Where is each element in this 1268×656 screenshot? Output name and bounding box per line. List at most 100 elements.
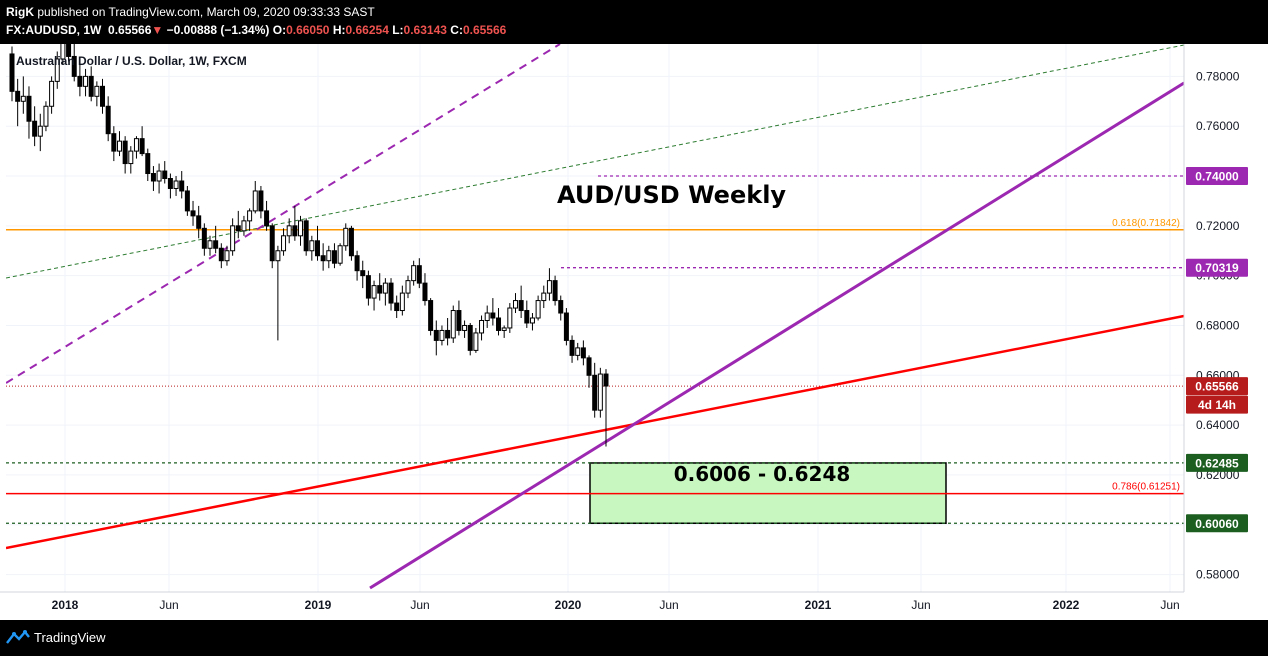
channel-line-thin bbox=[6, 44, 1184, 279]
candle-down bbox=[603, 373, 609, 387]
candle-up bbox=[439, 329, 445, 341]
time-tick-label: Jun bbox=[159, 598, 178, 612]
candle-up bbox=[309, 240, 315, 252]
candle-up bbox=[54, 58, 60, 82]
low-value: 0.63143 bbox=[403, 23, 447, 37]
candle-down bbox=[303, 220, 309, 252]
candle-up bbox=[484, 312, 490, 321]
candle-up bbox=[512, 300, 518, 309]
candle-down bbox=[360, 270, 366, 277]
candle-up bbox=[371, 285, 377, 299]
candle-up bbox=[286, 225, 292, 237]
fib-label: 0.618(0.71842) bbox=[1112, 218, 1180, 229]
candle-up bbox=[60, 44, 66, 60]
candle-up bbox=[83, 75, 89, 87]
price-tick-label: 0.72000 bbox=[1196, 219, 1240, 233]
candle-down bbox=[32, 120, 38, 137]
candle-down bbox=[213, 240, 219, 249]
channel-line-dashed bbox=[6, 44, 561, 384]
time-axis: 2018 Jun 2019 Jun 2020 Jun 2021 Jun 2022 Jun bbox=[0, 591, 1184, 612]
candle-up bbox=[173, 180, 179, 189]
price-label-box bbox=[1186, 258, 1248, 277]
price-label-text: 0.70319 bbox=[1195, 261, 1239, 275]
low-label: L: bbox=[392, 23, 404, 37]
candle-down bbox=[569, 339, 575, 356]
time-tick-label: 2018 bbox=[52, 598, 79, 612]
candle-down bbox=[111, 133, 117, 152]
publish-header: RigK published on TradingView.com, March… bbox=[0, 0, 1268, 44]
price-label-box bbox=[1186, 514, 1248, 533]
candle-up bbox=[479, 319, 485, 334]
candle-up bbox=[382, 282, 388, 294]
time-tick-label: Jun bbox=[659, 598, 678, 612]
candle-down bbox=[66, 44, 72, 57]
candle-down bbox=[292, 225, 298, 237]
price-label-text: 0.74000 bbox=[1195, 170, 1239, 184]
candle-down bbox=[592, 374, 598, 411]
candle-down bbox=[433, 329, 439, 341]
candle-up bbox=[343, 227, 349, 247]
candle-down bbox=[586, 357, 592, 376]
candle-up bbox=[405, 280, 411, 294]
candle-down bbox=[71, 55, 77, 77]
time-tick-label: Jun bbox=[911, 598, 930, 612]
candle-down bbox=[264, 210, 270, 227]
candle-up bbox=[597, 373, 603, 411]
candle-down bbox=[184, 190, 190, 212]
candle-down bbox=[100, 85, 106, 107]
candle-up bbox=[37, 125, 43, 137]
open-value: 0.66050 bbox=[286, 23, 330, 37]
candle-down bbox=[331, 250, 337, 264]
candle-down bbox=[524, 310, 530, 324]
candle-up bbox=[535, 300, 541, 319]
candle-down bbox=[179, 180, 185, 192]
footer-brand: TradingView bbox=[34, 630, 106, 645]
candle-down bbox=[167, 178, 173, 189]
candle-down bbox=[258, 190, 264, 212]
candle-up bbox=[247, 210, 253, 222]
ohlc-line: FX:AUDUSD, 1W 0.65566▼ −0.00888 (−1.34%)… bbox=[6, 23, 506, 37]
time-tick-label: Jun bbox=[410, 598, 429, 612]
candle-up bbox=[529, 317, 535, 324]
candle-down bbox=[9, 53, 15, 92]
candle-up bbox=[507, 307, 513, 329]
price-label-text: 4d 14h bbox=[1198, 398, 1236, 412]
high-label: H: bbox=[332, 23, 346, 37]
price-tick-label: 0.76000 bbox=[1196, 119, 1240, 133]
candle-up bbox=[473, 332, 479, 351]
candle-down bbox=[139, 138, 145, 155]
chart-title: AUD/USD Weekly bbox=[557, 181, 786, 209]
time-tick-label: 2021 bbox=[805, 598, 832, 612]
candle-down bbox=[105, 105, 111, 135]
chart-symbol-label: Australian Dollar / U.S. Dollar, 1W, FXC… bbox=[16, 54, 247, 68]
candle-up bbox=[133, 138, 139, 152]
price-label-box bbox=[1186, 453, 1248, 472]
candle-down bbox=[77, 75, 83, 87]
open-label: O: bbox=[272, 23, 287, 37]
close-value: 0.65566 bbox=[462, 23, 507, 37]
candle-down bbox=[201, 227, 207, 249]
trendline-support bbox=[6, 314, 1184, 550]
price-axis: 0.580000.600000.620000.640000.660000.680… bbox=[1183, 44, 1248, 592]
candle-down bbox=[320, 255, 326, 262]
candle-down bbox=[445, 329, 451, 339]
candle-up bbox=[281, 235, 287, 252]
candle-up bbox=[326, 250, 332, 262]
publish-text: published on TradingView.com, March 09, … bbox=[37, 5, 375, 19]
candle-down bbox=[467, 324, 473, 351]
candle-up bbox=[241, 220, 247, 232]
candle-down bbox=[422, 282, 428, 302]
candle-up bbox=[411, 265, 417, 282]
author-name: RigK bbox=[6, 5, 34, 19]
candle-down bbox=[518, 300, 524, 312]
time-tick-label: 2019 bbox=[305, 598, 332, 612]
candle-down bbox=[348, 227, 354, 257]
candle-up bbox=[298, 220, 304, 237]
candle-up bbox=[94, 85, 100, 97]
candle-down bbox=[314, 240, 320, 257]
candle-down bbox=[269, 225, 275, 262]
candle-up bbox=[252, 190, 258, 212]
candle-down bbox=[162, 170, 168, 180]
candle-up bbox=[337, 245, 343, 264]
